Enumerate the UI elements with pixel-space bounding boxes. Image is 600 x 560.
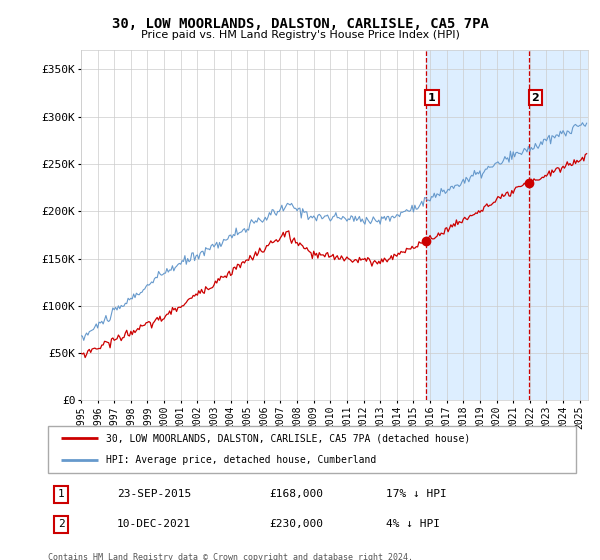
- Text: HPI: Average price, detached house, Cumberland: HPI: Average price, detached house, Cumb…: [106, 455, 376, 465]
- Text: £168,000: £168,000: [270, 489, 324, 499]
- Text: Price paid vs. HM Land Registry's House Price Index (HPI): Price paid vs. HM Land Registry's House …: [140, 30, 460, 40]
- Text: £230,000: £230,000: [270, 519, 324, 529]
- Text: Contains HM Land Registry data © Crown copyright and database right 2024.
This d: Contains HM Land Registry data © Crown c…: [48, 553, 413, 560]
- Text: 2: 2: [58, 519, 65, 529]
- Bar: [529, 50, 588, 400]
- Text: 4% ↓ HPI: 4% ↓ HPI: [386, 519, 440, 529]
- Text: 17% ↓ HPI: 17% ↓ HPI: [386, 489, 446, 499]
- Text: 23-SEP-2015: 23-SEP-2015: [116, 489, 191, 499]
- Text: 2: 2: [532, 92, 539, 102]
- Text: 30, LOW MOORLANDS, DALSTON, CARLISLE, CA5 7PA: 30, LOW MOORLANDS, DALSTON, CARLISLE, CA…: [112, 16, 488, 30]
- Text: 10-DEC-2021: 10-DEC-2021: [116, 519, 191, 529]
- Text: 30, LOW MOORLANDS, DALSTON, CARLISLE, CA5 7PA (detached house): 30, LOW MOORLANDS, DALSTON, CARLISLE, CA…: [106, 433, 470, 444]
- Bar: [425, 50, 529, 400]
- Text: 1: 1: [428, 92, 436, 102]
- FancyBboxPatch shape: [48, 426, 576, 473]
- Text: 1: 1: [58, 489, 65, 499]
